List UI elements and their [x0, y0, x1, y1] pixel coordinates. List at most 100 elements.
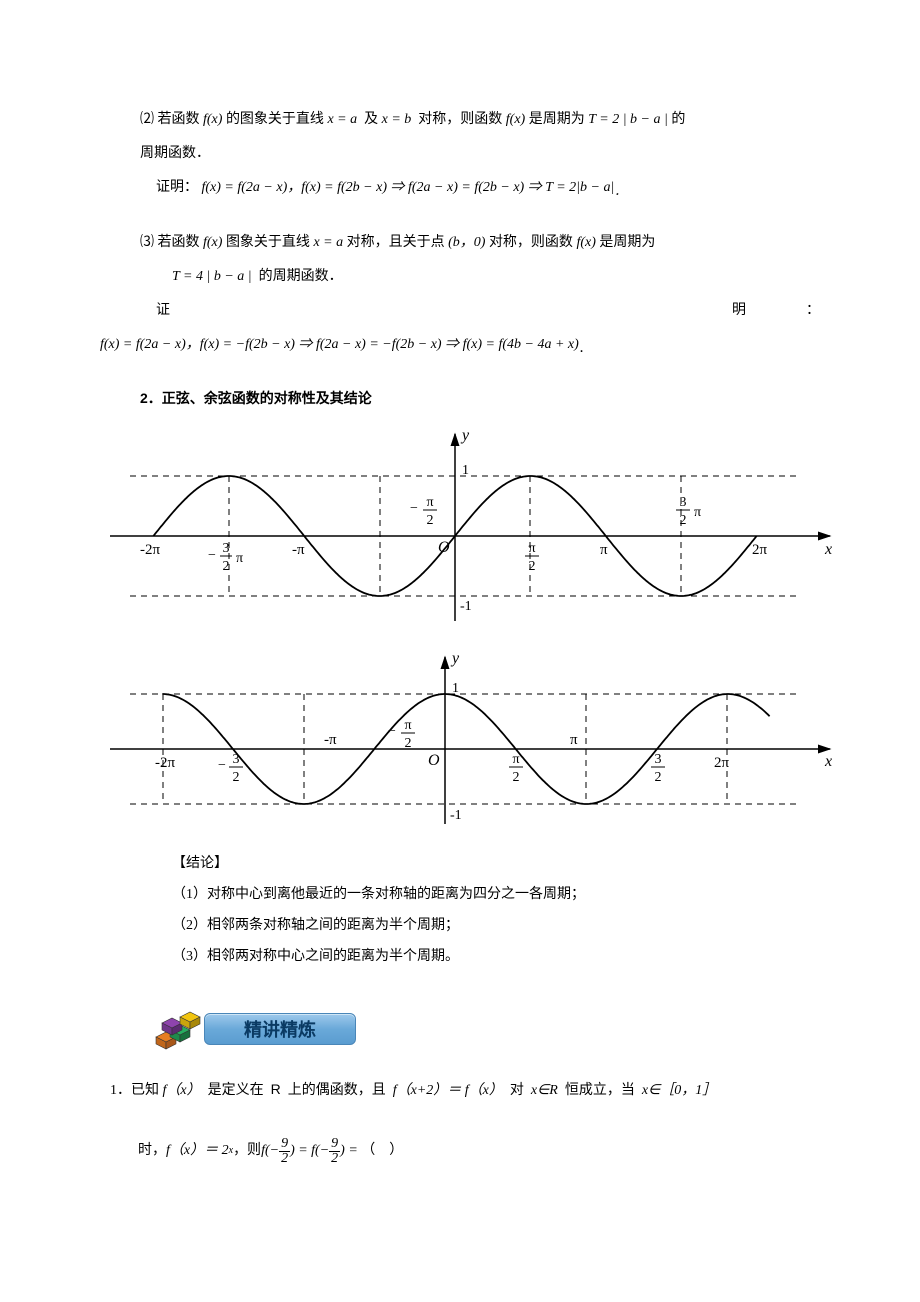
math-inline: x = a	[313, 235, 343, 250]
text: （ ）	[361, 1137, 403, 1165]
spacer	[100, 1111, 820, 1131]
math-inline: f(x)	[576, 235, 595, 250]
text: 对	[510, 1083, 524, 1098]
text: 对称，则函数	[418, 112, 502, 127]
text: 对称，则函数	[489, 235, 573, 250]
svg-text:−: −	[208, 548, 216, 563]
svg-text:2: 2	[680, 513, 687, 528]
svg-text:2: 2	[405, 736, 412, 751]
math-inline: f（x）＝ 2	[166, 1137, 229, 1165]
svg-text:-π: -π	[324, 732, 337, 748]
svg-text:1: 1	[462, 463, 469, 478]
math-inline: f(x)	[203, 235, 222, 250]
svg-text:2π: 2π	[714, 755, 730, 771]
prop-2-line2: 周期函数．	[100, 140, 820, 168]
math-inline: f(x)	[506, 112, 525, 127]
math-inline: f（x）	[163, 1083, 201, 1098]
svg-text:2: 2	[513, 770, 520, 785]
text: 时，	[138, 1137, 166, 1165]
svg-text:2: 2	[529, 559, 536, 574]
svg-text:-2π: -2π	[155, 755, 175, 771]
svg-text:3: 3	[223, 541, 230, 556]
cube-stack-icon	[150, 1007, 206, 1051]
svg-text:-1: -1	[460, 599, 472, 614]
text: ⑵ 若函数	[140, 112, 200, 127]
text: 及	[364, 112, 378, 127]
svg-text:π: π	[528, 541, 535, 556]
svg-text:O: O	[428, 752, 440, 769]
svg-text:x: x	[824, 541, 832, 558]
text: 的	[671, 112, 685, 127]
svg-text:π: π	[570, 732, 578, 748]
svg-text:3: 3	[233, 752, 240, 767]
prop-2-proof: 证明： f(x) = f(2a − x)，f(x) = f(2b − x) ⇒ …	[100, 174, 820, 203]
math-inline: x = b	[382, 112, 412, 127]
svg-text:−: −	[388, 724, 396, 739]
svg-text:-1: -1	[450, 808, 462, 823]
text: 证	[156, 297, 170, 325]
prop-3-proof-math: f(x) = f(2a − x)，f(x) = −f(2b − x) ⇒ f(2…	[100, 331, 820, 360]
text: 是定义在	[208, 1083, 264, 1098]
svg-text:π: π	[512, 752, 519, 767]
math-inline: T = 2 | b − a |	[588, 112, 668, 127]
svg-text:y: y	[460, 427, 470, 444]
spacer	[100, 209, 820, 223]
math-inline: x∈［0，1］	[642, 1083, 716, 1098]
math-inline: f(−	[261, 1137, 279, 1165]
svg-text:1: 1	[452, 681, 459, 696]
prop-2-line1: ⑵ 若函数 f(x) 的图象关于直线 x = a 及 x = b 对称，则函数 …	[100, 106, 820, 134]
document-page: ⑵ 若函数 f(x) 的图象关于直线 x = a 及 x = b 对称，则函数 …	[0, 0, 920, 1222]
section-2-heading: 2．正弦、余弦函数的对称性及其结论	[140, 388, 820, 408]
sine-chart: y x 1 -1 O -2π -π π 2π − 3 2 π − π 2 π	[100, 426, 820, 631]
text: ，则	[233, 1137, 261, 1165]
proof-label: 证明：	[156, 180, 198, 195]
svg-text:−: −	[410, 501, 418, 516]
math-inline: (b，0)	[448, 235, 485, 250]
svg-text:2: 2	[233, 770, 240, 785]
text: 的图象关于直线	[226, 112, 324, 127]
math-inline: f(x) = f(2a − x)，f(x) = f(2b − x) ⇒ f(2a…	[202, 180, 615, 195]
math-inline: T = 4 | b − a |	[172, 269, 252, 284]
badge-label: 精讲精炼	[244, 1016, 316, 1042]
conclusion-title: 【结论】	[100, 852, 820, 872]
svg-text:y: y	[450, 650, 460, 667]
math-inline: x∈R	[531, 1083, 558, 1098]
problem-1-line2: 时， f（x）＝ 2x ，则 f(−92) = f(−92) = （ ）	[100, 1137, 820, 1166]
text: ：	[806, 297, 820, 325]
text: 恒成立，当	[565, 1083, 635, 1098]
conclusion-item: （2）相邻两条对称轴之间的距离为半个周期；	[100, 911, 820, 942]
svg-text:2: 2	[427, 513, 434, 528]
svg-text:-π: -π	[292, 542, 305, 558]
svg-text:π: π	[600, 542, 608, 558]
math-inline: f(x)	[203, 112, 222, 127]
text: 是周期为	[599, 235, 655, 250]
section-badge: 精讲精炼	[150, 1007, 820, 1051]
text: 上的偶函数，且	[288, 1083, 386, 1098]
svg-text:x: x	[824, 753, 832, 770]
svg-text:π: π	[236, 551, 243, 566]
svg-text:2π: 2π	[752, 542, 768, 558]
text: 对称，且关于点	[347, 235, 445, 250]
badge-pill: 精讲精炼	[204, 1013, 356, 1045]
svg-text:−: −	[218, 758, 226, 773]
conclusion-item: （1）对称中心到离他最近的一条对称轴的距离为四分之一各周期；	[100, 880, 820, 911]
problem-1-line1: 1．已知 f（x） 是定义在 R 上的偶函数，且 f（x+2）＝ f（x） 对 …	[100, 1075, 820, 1105]
text: 1．已知	[110, 1083, 159, 1098]
svg-text:π: π	[426, 495, 433, 510]
prop-3-line1: ⑶ 若函数 f(x) 图象关于直线 x = a 对称，且关于点 (b，0) 对称…	[100, 229, 820, 257]
svg-text:π: π	[404, 718, 411, 733]
prop-3-proof-label: 证 明 ：	[100, 297, 820, 325]
svg-text:O: O	[438, 539, 450, 556]
math-inline: R	[271, 1081, 281, 1097]
svg-text:-2π: -2π	[140, 542, 160, 558]
svg-text:π: π	[694, 505, 701, 520]
text: ⑶ 若函数	[140, 235, 200, 250]
svg-text:3: 3	[680, 495, 687, 510]
svg-text:2: 2	[223, 559, 230, 574]
math-inline: f(x) = f(2a − x)，f(x) = −f(2b − x) ⇒ f(2…	[100, 337, 579, 352]
math-inline: f（x+2）＝ f（x）	[393, 1083, 503, 1098]
text: 图象关于直线	[226, 235, 310, 250]
svg-text:2: 2	[655, 770, 662, 785]
math-inline: x = a	[327, 112, 357, 127]
text: 是周期为	[529, 112, 585, 127]
